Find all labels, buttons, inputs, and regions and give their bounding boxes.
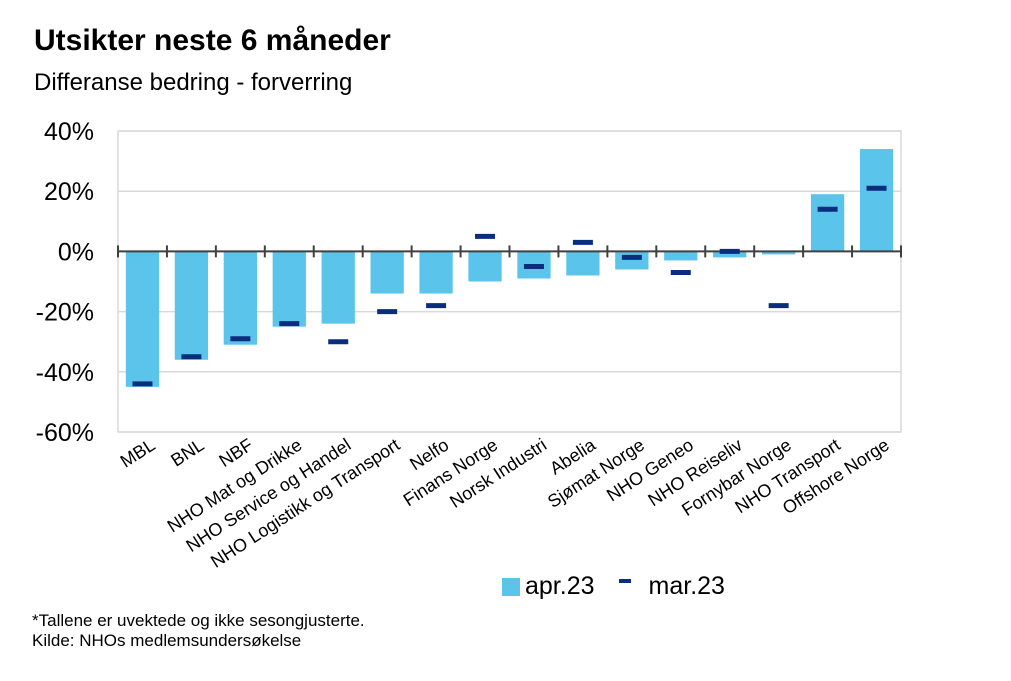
bar	[859, 149, 894, 252]
y-tick-label: -40%	[36, 359, 94, 387]
bar	[272, 251, 306, 327]
footnote: *Tallene er uvektede og ikke sesongjuste…	[32, 611, 365, 651]
bar	[762, 251, 796, 255]
chart-title: Utsikter neste 6 måneder	[34, 24, 391, 57]
footnote-source: Kilde: NHOs medlemsundersøkelse	[32, 631, 302, 650]
chart-legend: apr.23 mar.23	[502, 572, 749, 601]
bar	[223, 251, 257, 345]
legend-label-apr23: apr.23	[525, 572, 595, 600]
bar	[664, 251, 698, 261]
bar	[566, 251, 600, 276]
y-tick-label: 0%	[58, 238, 94, 266]
legend-swatch-bar	[502, 577, 520, 596]
y-tick-label: -60%	[36, 419, 94, 447]
y-tick-label: -20%	[36, 299, 94, 327]
bar	[615, 251, 649, 270]
x-tick-label: BNL	[167, 435, 207, 471]
x-tick-label: MBL	[117, 435, 159, 472]
legend-label-mar23: mar.23	[648, 572, 725, 600]
bar	[321, 251, 355, 324]
footnote-note: *Tallene er uvektede og ikke sesongjuste…	[32, 611, 365, 630]
bar	[419, 251, 453, 294]
bar	[713, 251, 747, 258]
bar	[810, 194, 845, 252]
bar	[468, 251, 502, 282]
bar	[125, 251, 160, 387]
legend-swatch-dash	[618, 578, 631, 583]
legend-item-mar23: mar.23	[618, 572, 725, 601]
bar	[174, 251, 209, 360]
chart-subtitle: Differanse bedring - forverring	[34, 69, 353, 96]
legend-item-apr23: apr.23	[502, 572, 595, 601]
bar	[370, 251, 404, 294]
y-tick-label: 40%	[44, 118, 94, 146]
y-tick-label: 20%	[44, 178, 94, 206]
